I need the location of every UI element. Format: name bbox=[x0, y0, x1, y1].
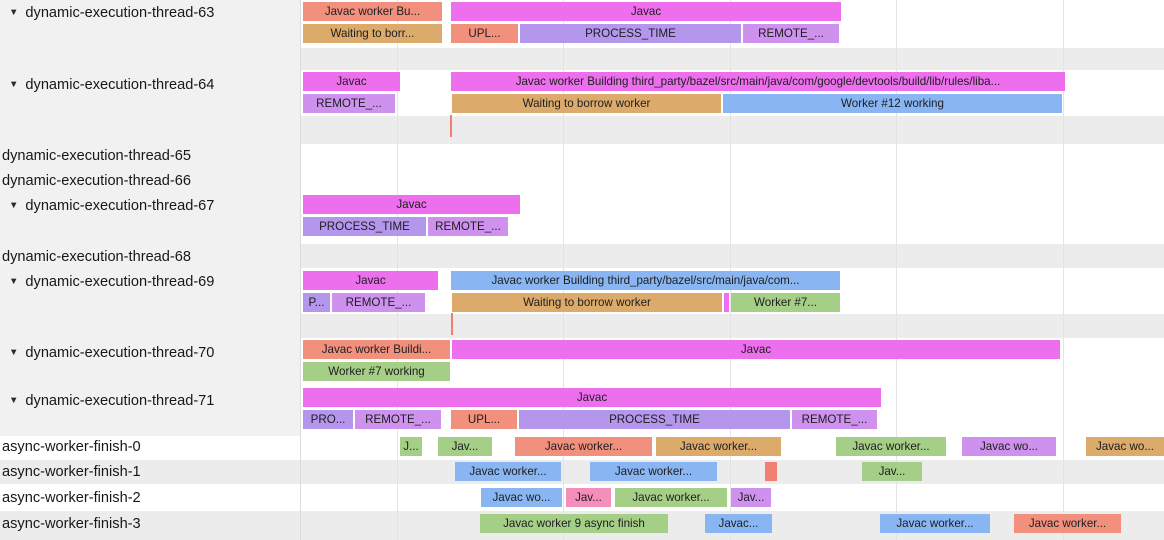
instant-event-tick bbox=[451, 313, 453, 335]
gridline bbox=[730, 0, 731, 540]
trace-slice[interactable]: Javac worker... bbox=[1014, 514, 1121, 533]
trace-slice[interactable]: Javac worker 9 async finish bbox=[480, 514, 668, 533]
expand-triangle-icon[interactable]: ▼ bbox=[9, 200, 19, 212]
expand-triangle-icon[interactable]: ▼ bbox=[9, 276, 19, 288]
track-name-panel: ▼ dynamic-execution-thread-63 ▼ dynamic-exe… bbox=[0, 0, 300, 540]
trace-slice[interactable]: Jav... bbox=[862, 462, 922, 481]
track-label-dynamic-execution-thread-63[interactable]: ▼ dynamic-execution-thread-63 bbox=[9, 4, 214, 22]
track-label-dynamic-execution-thread-66[interactable]: dynamic-execution-thread-66 bbox=[2, 172, 191, 190]
track-label-dynamic-execution-thread-68[interactable]: dynamic-execution-thread-68 bbox=[2, 248, 191, 266]
trace-slice[interactable] bbox=[765, 462, 777, 481]
trace-slice[interactable]: Jav... bbox=[438, 437, 492, 456]
track-label-text: async-worker-finish-3 bbox=[2, 516, 141, 532]
track-label-text: dynamic-execution-thread-67 bbox=[25, 198, 215, 214]
trace-slice[interactable]: PROCESS_TIME bbox=[520, 24, 741, 43]
trace-slice[interactable] bbox=[724, 293, 729, 312]
trace-slice[interactable]: Javac bbox=[452, 340, 1060, 359]
track-label-dynamic-execution-thread-71[interactable]: ▼ dynamic-execution-thread-71 bbox=[9, 392, 214, 410]
trace-slice[interactable]: UPL... bbox=[451, 24, 518, 43]
trace-slice[interactable]: PROCESS_TIME bbox=[519, 410, 790, 429]
trace-slice[interactable]: Javac wo... bbox=[481, 488, 562, 507]
expand-triangle-icon[interactable]: ▼ bbox=[9, 79, 19, 91]
track-label-text: dynamic-execution-thread-64 bbox=[25, 77, 215, 93]
trace-slice[interactable]: Jav... bbox=[566, 488, 611, 507]
trace-slice[interactable]: REMOTE_... bbox=[792, 410, 877, 429]
track-label-async-worker-finish-3[interactable]: async-worker-finish-3 bbox=[2, 515, 141, 533]
track-label-async-worker-finish-2[interactable]: async-worker-finish-2 bbox=[2, 489, 141, 507]
track-label-dynamic-execution-thread-70[interactable]: ▼ dynamic-execution-thread-70 bbox=[9, 344, 214, 362]
trace-slice[interactable]: REMOTE_... bbox=[355, 410, 441, 429]
trace-slice[interactable]: Jav... bbox=[731, 488, 771, 507]
track-label-dynamic-execution-thread-64[interactable]: ▼ dynamic-execution-thread-64 bbox=[9, 76, 214, 94]
trace-slice[interactable]: Javac wo... bbox=[962, 437, 1056, 456]
trace-slice[interactable]: Javac worker... bbox=[515, 437, 652, 456]
trace-slice[interactable]: PRO... bbox=[303, 410, 353, 429]
row-band bbox=[0, 460, 1164, 484]
trace-slice[interactable]: Worker #7 working bbox=[303, 362, 450, 381]
track-label-text: dynamic-execution-thread-68 bbox=[2, 249, 192, 265]
gridline bbox=[896, 0, 897, 540]
trace-slice[interactable]: Worker #7... bbox=[731, 293, 840, 312]
expand-triangle-icon[interactable]: ▼ bbox=[9, 7, 19, 19]
trace-slice[interactable]: REMOTE_... bbox=[332, 293, 425, 312]
trace-slice[interactable]: UPL... bbox=[451, 410, 517, 429]
trace-slice[interactable]: Javac worker... bbox=[615, 488, 727, 507]
track-label-text: async-worker-finish-2 bbox=[2, 490, 141, 506]
trace-slice[interactable]: Javac worker Bu... bbox=[303, 2, 442, 21]
trace-slice[interactable]: Javac worker... bbox=[590, 462, 717, 481]
trace-slice[interactable]: REMOTE_... bbox=[428, 217, 508, 236]
trace-slice[interactable]: Javac worker... bbox=[880, 514, 990, 533]
track-label-async-worker-finish-0[interactable]: async-worker-finish-0 bbox=[2, 438, 141, 456]
track-label-text: dynamic-execution-thread-69 bbox=[25, 274, 215, 290]
trace-slice[interactable]: Waiting to borrow worker bbox=[452, 293, 722, 312]
track-label-text: async-worker-finish-1 bbox=[2, 464, 141, 480]
row-band bbox=[300, 116, 1164, 144]
trace-slice[interactable]: Javac bbox=[303, 388, 881, 407]
row-band bbox=[300, 314, 1164, 338]
timeline-panel: Javac worker Bu... Javac Waiting to borr..… bbox=[300, 0, 1164, 540]
gridline bbox=[1063, 0, 1064, 540]
sidebar-background bbox=[0, 0, 300, 436]
trace-slice[interactable]: Javac bbox=[451, 2, 841, 21]
expand-triangle-icon[interactable]: ▼ bbox=[9, 395, 19, 407]
track-label-async-worker-finish-1[interactable]: async-worker-finish-1 bbox=[2, 463, 141, 481]
trace-slice[interactable]: Javac worker Building third_party/bazel/… bbox=[451, 271, 840, 290]
trace-slice[interactable]: REMOTE_... bbox=[303, 94, 395, 113]
trace-slice[interactable]: Javac... bbox=[705, 514, 772, 533]
trace-slice[interactable]: P... bbox=[303, 293, 330, 312]
track-label-text: dynamic-execution-thread-65 bbox=[2, 148, 192, 164]
instant-event-tick bbox=[450, 115, 452, 137]
trace-slice[interactable]: Javac wo... bbox=[1086, 437, 1164, 456]
track-label-text: dynamic-execution-thread-66 bbox=[2, 173, 192, 189]
row-band bbox=[300, 244, 1164, 268]
track-label-text: async-worker-finish-0 bbox=[2, 439, 141, 455]
panel-divider bbox=[300, 0, 301, 540]
track-label-text: dynamic-execution-thread-71 bbox=[25, 393, 215, 409]
trace-slice[interactable]: Javac worker Buildi... bbox=[303, 340, 450, 359]
track-label-dynamic-execution-thread-67[interactable]: ▼ dynamic-execution-thread-67 bbox=[9, 197, 214, 215]
track-label-text: dynamic-execution-thread-63 bbox=[25, 5, 215, 21]
trace-slice[interactable]: J... bbox=[400, 437, 422, 456]
track-label-text: dynamic-execution-thread-70 bbox=[25, 345, 215, 361]
gridline bbox=[563, 0, 564, 540]
trace-slice[interactable]: Javac bbox=[303, 271, 438, 290]
trace-slice[interactable]: REMOTE_... bbox=[743, 24, 839, 43]
trace-slice[interactable]: Javac bbox=[303, 72, 400, 91]
trace-slice[interactable]: Waiting to borrow worker bbox=[452, 94, 721, 113]
gridline bbox=[397, 0, 398, 540]
row-band bbox=[300, 48, 1164, 70]
trace-slice[interactable]: Javac worker... bbox=[836, 437, 946, 456]
trace-slice[interactable]: Javac worker... bbox=[656, 437, 781, 456]
trace-slice[interactable]: PROCESS_TIME bbox=[303, 217, 426, 236]
trace-slice[interactable]: Waiting to borr... bbox=[303, 24, 442, 43]
track-label-dynamic-execution-thread-69[interactable]: ▼ dynamic-execution-thread-69 bbox=[9, 273, 214, 291]
track-label-dynamic-execution-thread-65[interactable]: dynamic-execution-thread-65 bbox=[2, 147, 191, 165]
trace-slice[interactable]: Worker #12 working bbox=[723, 94, 1062, 113]
trace-slice[interactable]: Javac worker Building third_party/bazel/… bbox=[451, 72, 1065, 91]
trace-slice[interactable]: Javac bbox=[303, 195, 520, 214]
expand-triangle-icon[interactable]: ▼ bbox=[9, 347, 19, 359]
trace-slice[interactable]: Javac worker... bbox=[455, 462, 561, 481]
